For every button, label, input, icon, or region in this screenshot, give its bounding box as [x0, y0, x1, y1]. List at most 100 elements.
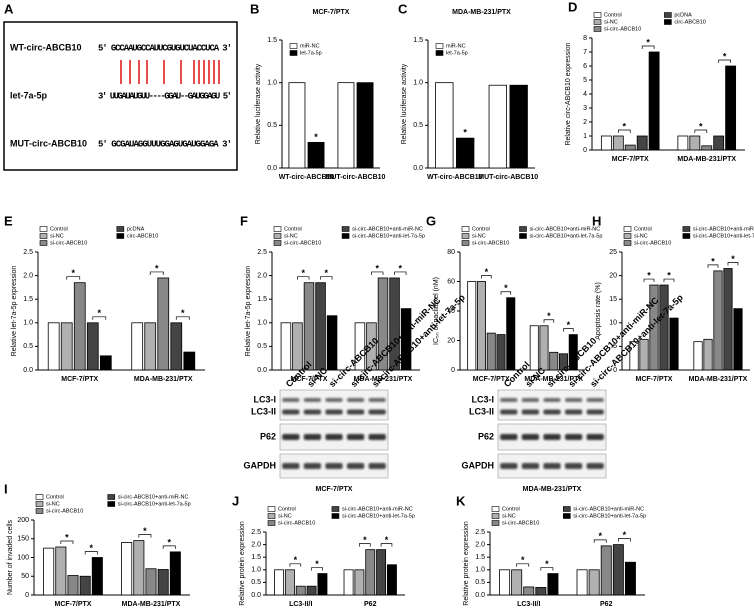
bar	[659, 284, 669, 371]
significance-bracket	[60, 540, 74, 544]
legend-swatch	[273, 233, 282, 239]
y-tick-label: 2.5	[475, 529, 485, 536]
significance-star: *	[623, 530, 627, 540]
bar	[288, 82, 306, 169]
x-tick-label: MCF-7/PTX	[291, 376, 328, 383]
legend-label: si-circ-ABCB10+anti-miR-NC	[530, 226, 601, 232]
blot-band	[521, 398, 540, 402]
bar	[91, 557, 103, 596]
legend-swatch	[116, 233, 125, 239]
bar	[649, 284, 659, 371]
x-tick-label: WT-circ-ABCB10	[427, 174, 483, 181]
y-axis-label: Relative protein expression	[463, 521, 470, 606]
legend-label: Control	[278, 506, 296, 512]
significance-star: *	[314, 132, 318, 142]
y-tick-label: 1.0	[251, 567, 261, 574]
legend-swatch	[341, 226, 350, 232]
bar	[157, 569, 169, 596]
bar	[386, 564, 397, 596]
y-tick-label: 1.5	[23, 296, 33, 303]
sequence-label: WT-circ-ABCB10	[10, 42, 82, 52]
y-tick-label: 1	[583, 133, 587, 140]
legend-swatch	[116, 226, 125, 232]
bar	[477, 281, 486, 371]
blot-band	[543, 463, 561, 469]
panel-letter: E	[4, 213, 13, 228]
significance-bracket	[380, 543, 393, 547]
significance-bracket	[617, 538, 631, 542]
blot-band	[564, 463, 583, 469]
x-tick-label: WT-circ-ABCB10	[279, 174, 335, 181]
significance-star: *	[315, 559, 319, 569]
y-tick-label: 7	[583, 49, 587, 56]
y-tick-label: 1.5	[475, 554, 485, 561]
legend-label: Control	[604, 12, 622, 18]
y-tick-label: 1.5	[413, 37, 423, 44]
legend-swatch	[682, 226, 691, 232]
bar	[43, 547, 55, 596]
bar	[73, 282, 86, 371]
significance-star: *	[647, 270, 651, 280]
blot-frame	[497, 389, 607, 421]
legend-swatch	[562, 506, 571, 512]
blot-band	[564, 398, 583, 402]
y-axis-label: Relative circ-ABCB10 expression	[565, 42, 572, 145]
legend-swatch	[519, 233, 527, 239]
blot-band	[346, 463, 365, 469]
legend-label: let-7a-5p	[446, 50, 468, 56]
bar	[511, 569, 523, 596]
significance-bracket	[663, 278, 675, 283]
legend-swatch	[341, 233, 350, 239]
significance-bracket	[617, 129, 631, 133]
y-tick-label: 20	[447, 337, 455, 344]
significance-bracket	[66, 276, 81, 280]
bar	[467, 281, 477, 371]
blot-band	[282, 463, 300, 469]
significance-star: *	[667, 270, 671, 280]
bar	[55, 546, 67, 596]
x-tick-label: MCF-7/PTX	[612, 156, 649, 163]
legend-label: si-circ-ABCB10+anti-let-7a-5p	[342, 513, 415, 519]
blot-band	[368, 463, 386, 469]
y-tick-label: 150	[17, 536, 29, 543]
bar	[576, 569, 588, 596]
bar	[703, 338, 713, 371]
bar	[144, 322, 157, 371]
bar	[315, 282, 326, 371]
blot-band	[521, 463, 540, 469]
bar	[549, 351, 559, 371]
legend-label: si-NC	[502, 513, 516, 519]
y-tick-label: 50	[21, 573, 29, 580]
bar	[47, 322, 60, 371]
legend-label: si-circ-ABCB10	[604, 26, 641, 32]
legend-swatch	[623, 226, 632, 232]
significance-star: *	[375, 263, 379, 273]
row-label: GAPDH	[243, 460, 276, 470]
panel-a-box	[3, 21, 238, 171]
bar	[303, 282, 315, 371]
bar	[121, 542, 133, 596]
blot-band	[368, 409, 386, 415]
significance-bracket	[371, 271, 384, 275]
y-tick-label: 2.0	[23, 272, 33, 279]
bar	[496, 334, 506, 371]
blot-band	[543, 434, 561, 440]
significance-bracket	[643, 278, 655, 283]
legend-swatch	[267, 506, 276, 512]
x-tick-label: MDA-MB-231/PTX	[134, 376, 193, 383]
panel-letter: G	[426, 213, 436, 228]
bar	[612, 135, 624, 151]
y-tick-label: 3	[583, 105, 587, 112]
bar	[725, 65, 737, 151]
bar	[295, 585, 306, 596]
bar	[568, 334, 578, 371]
significance-bracket	[162, 545, 176, 549]
significance-bracket	[297, 276, 310, 280]
blot-band	[303, 463, 322, 469]
legend-swatch	[39, 233, 48, 239]
blot-band	[368, 434, 386, 440]
blot-band	[521, 409, 540, 415]
legend-swatch	[562, 513, 571, 519]
y-tick-label: 2	[583, 119, 587, 126]
